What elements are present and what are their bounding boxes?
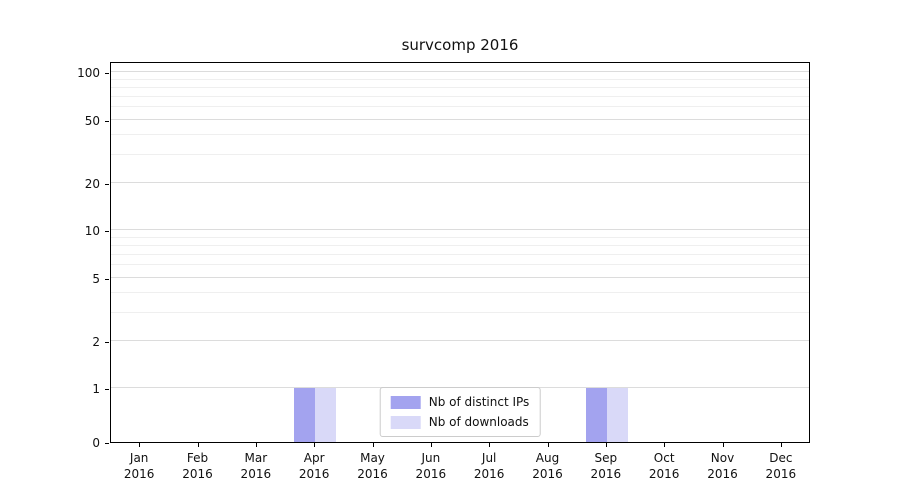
x-tick-mark <box>372 443 374 447</box>
y-tick-mark <box>105 341 109 343</box>
x-tick-label: Apr 2016 <box>298 451 330 481</box>
x-tick-label: Dec 2016 <box>765 451 797 481</box>
bar-nb-of-downloads <box>606 388 628 442</box>
minor-gridline <box>111 78 809 80</box>
y-tick-mark <box>105 278 109 280</box>
bar-nb-of-distinct-ips <box>585 388 607 442</box>
major-gridline <box>111 71 809 73</box>
x-tick-mark <box>664 443 666 447</box>
minor-gridline <box>111 106 809 108</box>
x-tick-mark <box>430 443 432 447</box>
x-tick-label: Jul 2016 <box>473 451 505 481</box>
legend-swatch <box>390 395 421 409</box>
x-tick-mark <box>314 443 316 447</box>
x-tick-mark <box>547 443 549 447</box>
x-tick-label: Jan 2016 <box>123 451 155 481</box>
legend-item: Nb of downloads <box>390 415 530 429</box>
y-tick-mark <box>105 73 109 75</box>
minor-gridline <box>111 292 809 294</box>
y-tick-mark <box>105 120 109 122</box>
y-tick-label: 0 <box>92 436 100 450</box>
x-tick-mark <box>489 443 491 447</box>
legend: Nb of distinct IPs Nb of downloads <box>379 387 541 437</box>
minor-gridline <box>111 253 809 255</box>
x-tick-label: Feb 2016 <box>182 451 213 481</box>
x-tick-label: Nov 2016 <box>707 451 738 481</box>
x-tick-label: Jun 2016 <box>415 451 447 481</box>
x-tick-mark <box>139 443 141 447</box>
y-tick-label: 10 <box>84 224 100 239</box>
y-tick-label: 100 <box>77 66 100 81</box>
minor-gridline <box>111 154 809 156</box>
minor-gridline <box>111 312 809 314</box>
major-gridline <box>111 181 809 183</box>
minor-gridline <box>111 134 809 136</box>
y-tick-label: 20 <box>84 176 100 191</box>
plot-area: Nb of distinct IPs Nb of downloads <box>110 62 810 443</box>
minor-gridline <box>111 236 809 238</box>
x-tick-mark <box>255 443 257 447</box>
minor-gridline <box>111 86 809 88</box>
x-tick-label: May 2016 <box>357 451 388 481</box>
y-tick-mark <box>105 443 109 444</box>
major-gridline <box>111 276 809 278</box>
y-tick-label: 1 <box>92 382 100 397</box>
x-tick-label: Sep 2016 <box>590 451 622 481</box>
legend-item: Nb of distinct IPs <box>390 395 530 409</box>
chart-title: survcomp 2016 <box>401 36 519 54</box>
major-gridline <box>111 119 809 120</box>
legend-item-label: Nb of downloads <box>428 415 529 429</box>
y-tick-label: 2 <box>92 334 100 349</box>
y-tick-label: 5 <box>92 271 100 286</box>
major-gridline <box>111 339 809 341</box>
x-tick-mark <box>605 443 607 447</box>
x-tick-label: Mar 2016 <box>240 451 272 481</box>
x-tick-label: Aug 2016 <box>532 451 563 481</box>
y-tick-mark <box>105 231 109 233</box>
bar-nb-of-distinct-ips <box>294 388 316 442</box>
minor-gridline <box>111 244 809 246</box>
y-tick-mark <box>105 183 109 185</box>
y-tick-mark <box>105 389 109 391</box>
x-tick-mark <box>780 443 782 447</box>
x-tick-mark <box>722 443 724 447</box>
major-gridline <box>111 229 809 231</box>
x-tick-mark <box>197 443 199 447</box>
y-tick-label: 50 <box>84 113 100 128</box>
minor-gridline <box>111 95 809 97</box>
bar-nb-of-downloads <box>315 388 337 442</box>
legend-item-label: Nb of distinct IPs <box>428 395 530 409</box>
x-tick-label: Oct 2016 <box>648 451 680 481</box>
minor-gridline <box>111 264 809 266</box>
legend-swatch <box>390 415 421 429</box>
